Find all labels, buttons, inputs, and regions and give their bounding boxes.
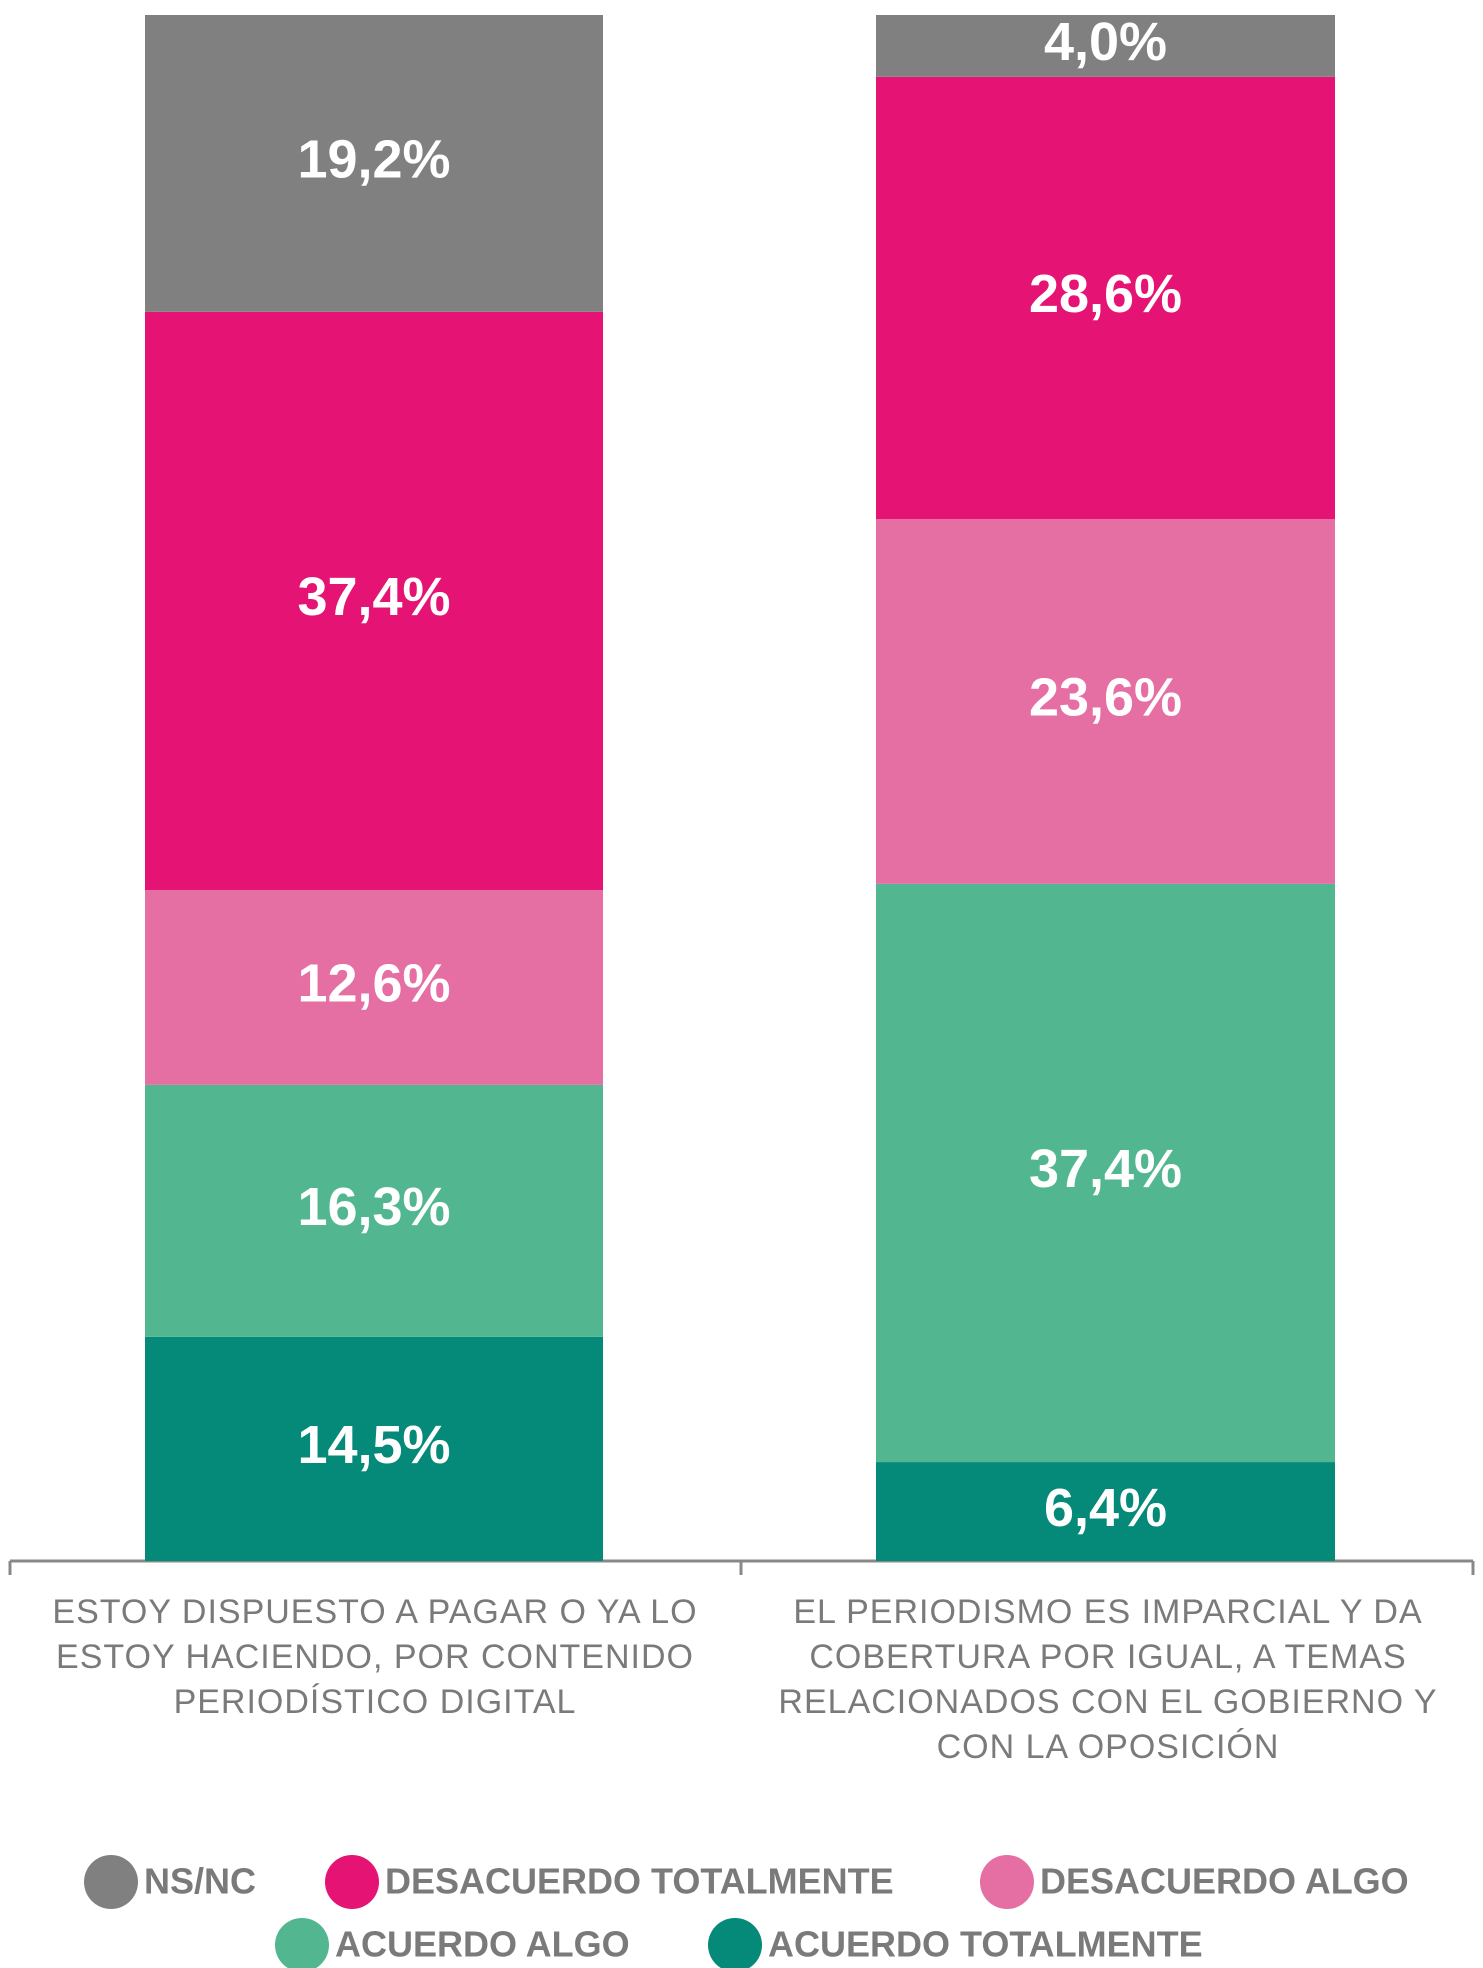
legend-marker: [325, 1855, 379, 1909]
legend-label: DESACUERDO ALGO: [1040, 1861, 1409, 1902]
value-label: 4,0%: [1044, 12, 1167, 72]
value-label: 12,6%: [297, 954, 450, 1014]
value-label: 23,6%: [1029, 668, 1182, 728]
category-label: EL PERIODISMO ES IMPARCIAL Y DA COBERTUR…: [778, 1593, 1438, 1766]
value-label: 37,4%: [297, 567, 450, 627]
bar-segment: [876, 883, 1335, 1463]
value-label: 37,4%: [1029, 1139, 1182, 1199]
category-label: ESTOY DISPUESTO A PAGAR O YA LO ESTOY HA…: [52, 1593, 698, 1721]
bar-segment: [145, 1084, 603, 1337]
value-label: 16,3%: [297, 1177, 450, 1237]
bar-segment: [876, 518, 1335, 884]
value-label: 14,5%: [297, 1415, 450, 1475]
legend-marker: [708, 1918, 762, 1968]
value-label: 19,2%: [297, 130, 450, 190]
bar-segment: [876, 15, 1335, 77]
bar-segment: [876, 1462, 1335, 1561]
legend-marker: [275, 1918, 329, 1968]
bar-segment: [145, 890, 603, 1085]
bar-segment: [145, 1336, 603, 1561]
legend-label: ACUERDO TOTALMENTE: [768, 1924, 1203, 1965]
value-label: 28,6%: [1029, 264, 1182, 324]
bar-segment: [145, 311, 603, 891]
legend-marker: [980, 1855, 1034, 1909]
legend-label: DESACUERDO TOTALMENTE: [385, 1861, 894, 1902]
value-label: 6,4%: [1044, 1478, 1167, 1538]
legend-label: NS/NC: [144, 1861, 256, 1902]
bar-segment: [876, 76, 1335, 519]
bar-segment: [145, 15, 603, 312]
legend-marker: [84, 1855, 138, 1909]
legend-label: ACUERDO ALGO: [335, 1924, 630, 1965]
